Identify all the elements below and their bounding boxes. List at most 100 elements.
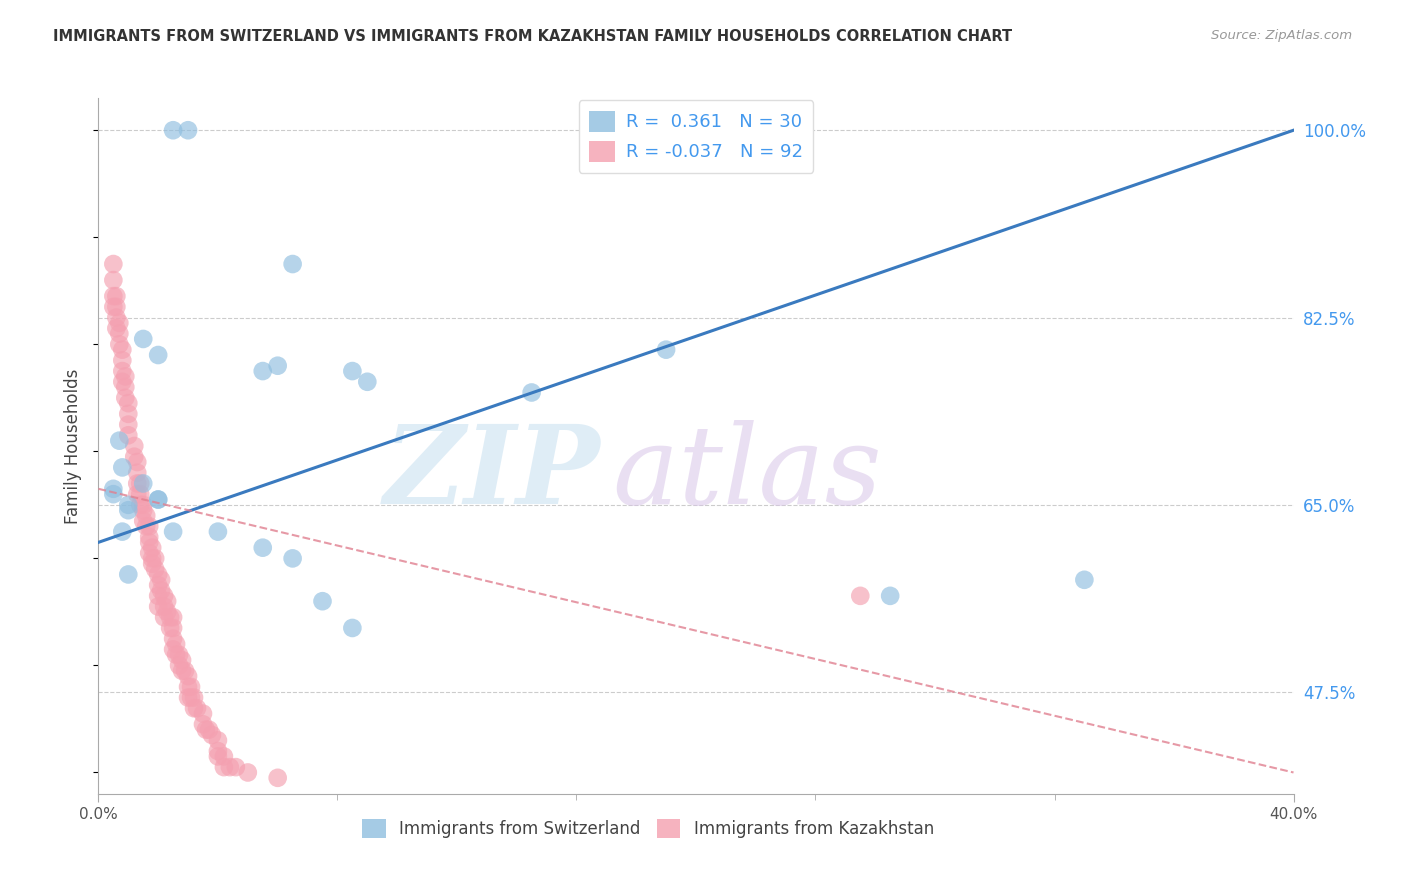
Point: [111, 375, 134, 389]
Point: [198, 723, 221, 737]
Point: [281, 551, 304, 566]
Point: [138, 519, 160, 533]
Point: [108, 434, 131, 448]
Point: [103, 482, 125, 496]
Text: IMMIGRANTS FROM SWITZERLAND VS IMMIGRANTS FROM KAZAKHSTAN FAMILY HOUSEHOLDS CORR: IMMIGRANTS FROM SWITZERLAND VS IMMIGRANT…: [53, 29, 1012, 44]
Point: [156, 594, 179, 608]
Point: [114, 380, 136, 394]
Point: [105, 289, 128, 303]
Point: [177, 690, 200, 705]
Point: [172, 653, 194, 667]
Point: [159, 621, 181, 635]
Point: [138, 530, 160, 544]
Point: [117, 417, 139, 432]
Point: [148, 599, 170, 614]
Point: [117, 396, 139, 410]
Point: [132, 332, 155, 346]
Point: [207, 733, 229, 747]
Point: [311, 594, 333, 608]
Point: [138, 546, 160, 560]
Point: [148, 492, 170, 507]
Point: [105, 310, 128, 325]
Point: [127, 466, 149, 480]
Point: [180, 690, 202, 705]
Point: [150, 573, 173, 587]
Point: [212, 760, 235, 774]
Point: [342, 621, 364, 635]
Point: [159, 610, 181, 624]
Point: [111, 524, 134, 539]
Point: [105, 300, 128, 314]
Point: [103, 300, 125, 314]
Text: Source: ZipAtlas.com: Source: ZipAtlas.com: [1212, 29, 1353, 42]
Point: [174, 664, 197, 678]
Point: [177, 680, 200, 694]
Point: [165, 648, 187, 662]
Point: [132, 498, 155, 512]
Point: [183, 701, 205, 715]
Point: [162, 642, 184, 657]
Point: [162, 524, 184, 539]
Point: [141, 551, 163, 566]
Point: [114, 391, 136, 405]
Point: [655, 343, 678, 357]
Text: ZIP: ZIP: [384, 420, 600, 527]
Point: [127, 455, 149, 469]
Point: [103, 487, 125, 501]
Point: [212, 749, 235, 764]
Point: [267, 359, 290, 373]
Point: [191, 717, 214, 731]
Point: [207, 524, 229, 539]
Point: [141, 557, 163, 571]
Point: [148, 567, 170, 582]
Point: [150, 583, 173, 598]
Point: [1073, 573, 1095, 587]
Point: [103, 273, 125, 287]
Point: [141, 541, 163, 555]
Point: [111, 460, 134, 475]
Point: [162, 610, 184, 624]
Point: [162, 621, 184, 635]
Point: [177, 669, 200, 683]
Point: [207, 744, 229, 758]
Point: [167, 658, 190, 673]
Point: [132, 514, 155, 528]
Point: [148, 348, 170, 362]
Point: [143, 551, 166, 566]
Point: [172, 664, 194, 678]
Point: [219, 760, 242, 774]
Point: [117, 503, 139, 517]
Point: [148, 578, 170, 592]
Point: [127, 487, 149, 501]
Point: [236, 765, 259, 780]
Point: [117, 428, 139, 442]
Point: [148, 492, 170, 507]
Point: [129, 476, 152, 491]
Point: [135, 519, 157, 533]
Point: [156, 605, 179, 619]
Point: [129, 498, 152, 512]
Point: [879, 589, 901, 603]
Point: [124, 450, 146, 464]
Point: [132, 503, 155, 517]
Point: [252, 364, 274, 378]
Legend: Immigrants from Switzerland, Immigrants from Kazakhstan: Immigrants from Switzerland, Immigrants …: [356, 812, 941, 845]
Point: [143, 562, 166, 576]
Point: [177, 123, 200, 137]
Point: [153, 599, 176, 614]
Point: [153, 589, 176, 603]
Point: [103, 257, 125, 271]
Point: [124, 439, 146, 453]
Point: [148, 589, 170, 603]
Point: [356, 375, 378, 389]
Point: [167, 648, 190, 662]
Point: [165, 637, 187, 651]
Text: atlas: atlas: [613, 420, 882, 527]
Point: [186, 701, 208, 715]
Point: [201, 728, 224, 742]
Point: [281, 257, 304, 271]
Point: [135, 508, 157, 523]
Point: [162, 123, 184, 137]
Point: [162, 632, 184, 646]
Point: [103, 289, 125, 303]
